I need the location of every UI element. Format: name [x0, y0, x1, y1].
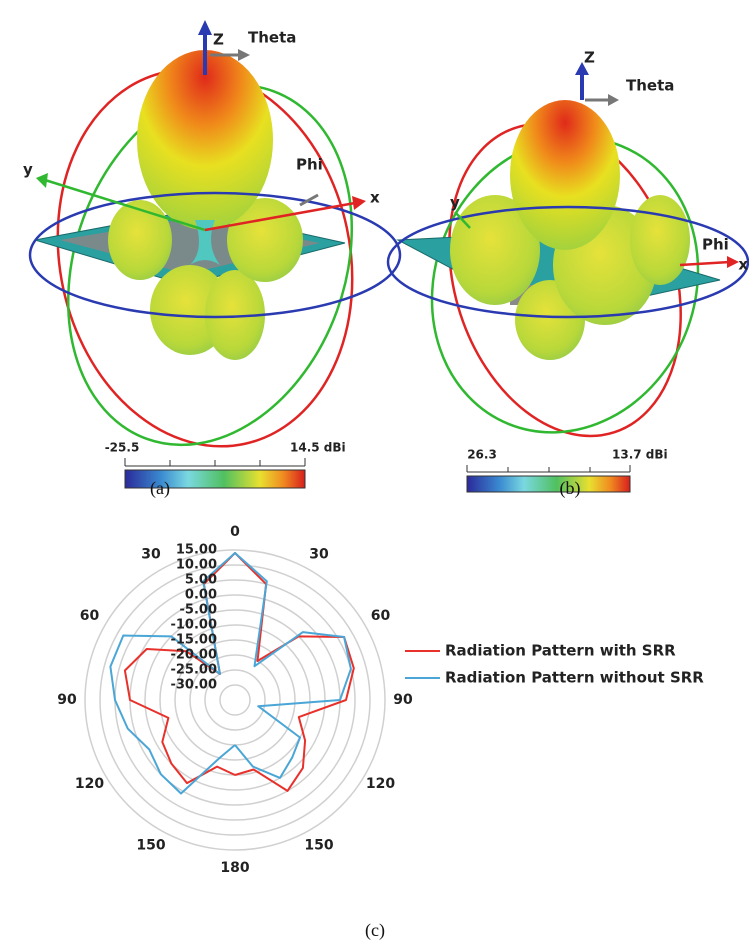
r-tick-label: -20.00 [170, 648, 217, 663]
axis-label: Z [584, 49, 595, 67]
angle-label: 30 [309, 547, 329, 563]
angle-label: 150 [136, 837, 165, 853]
angle-label: 0 [230, 524, 240, 540]
angle-label: 180 [220, 860, 249, 876]
grid-ring [115, 580, 355, 820]
axis-label: Theta [248, 29, 296, 47]
angle-label: 30 [141, 547, 161, 563]
angle-label: 60 [371, 608, 391, 624]
colorbar-min: -25.5 [105, 441, 140, 455]
arrow-head [608, 94, 619, 106]
panel-b: Z Theta y Phi x 26.3 13.7 dBi (b) [388, 49, 748, 500]
legend-label: Radiation Pattern without SRR [445, 669, 704, 687]
caption: (a) [150, 478, 170, 499]
r-tick-label: 0.00 [185, 588, 217, 603]
r-tick-label: 15.00 [176, 543, 217, 558]
lobe [630, 195, 690, 285]
panel-a: Z Theta y Phi x -25.5 14.5 dBi (a) [20, 20, 400, 499]
arrow-head [238, 49, 250, 61]
figure: Z Theta y Phi x -25.5 14.5 dBi (a) Z The… [0, 0, 749, 946]
colorbar [467, 476, 630, 492]
grid-ring [220, 685, 250, 715]
axis-label: y [23, 161, 33, 179]
colorbar-ticks [467, 465, 630, 472]
angle-label: 120 [366, 776, 395, 792]
r-tick-label: 10.00 [176, 558, 217, 573]
r-tick-label: -5.00 [180, 603, 217, 618]
lobe [510, 100, 620, 250]
angle-label: 60 [80, 608, 100, 624]
r-tick-label: -15.00 [170, 633, 217, 648]
axis-label: Z [213, 31, 224, 49]
arrow-head [36, 173, 48, 188]
axis-label: Theta [626, 77, 674, 95]
angle-label: 120 [75, 776, 104, 792]
angle-label: 150 [304, 837, 333, 853]
lobe [108, 200, 172, 280]
colorbar-min: 26.3 [467, 448, 497, 462]
axis-label: Phi [296, 156, 323, 174]
caption: (b) [560, 478, 581, 499]
r-tick-label: -30.00 [170, 678, 217, 693]
r-tick-label: -10.00 [170, 618, 217, 633]
angle-label: 90 [393, 692, 413, 708]
colorbar-max: 14.5 dBi [290, 441, 346, 455]
arrow-head [352, 196, 366, 210]
arrow-head [727, 256, 739, 268]
axis-label: x [370, 189, 380, 207]
axis-label: Phi [702, 236, 729, 254]
colorbar-max: 13.7 dBi [612, 448, 668, 462]
axis-label: x [738, 256, 748, 274]
r-tick-label: -25.00 [170, 663, 217, 678]
axis-label: y [450, 194, 460, 212]
arrow-head [198, 20, 212, 35]
legend-label: Radiation Pattern with SRR [445, 642, 676, 660]
r-tick-label: 5.00 [185, 573, 217, 588]
angle-label: 90 [57, 692, 77, 708]
lobe [137, 50, 273, 230]
x-arrow [680, 262, 730, 265]
polar-chart: 15.0010.005.000.00-5.00-10.00-15.00-20.0… [57, 524, 704, 941]
colorbar-ticks [125, 458, 305, 466]
caption: (c) [365, 920, 385, 941]
